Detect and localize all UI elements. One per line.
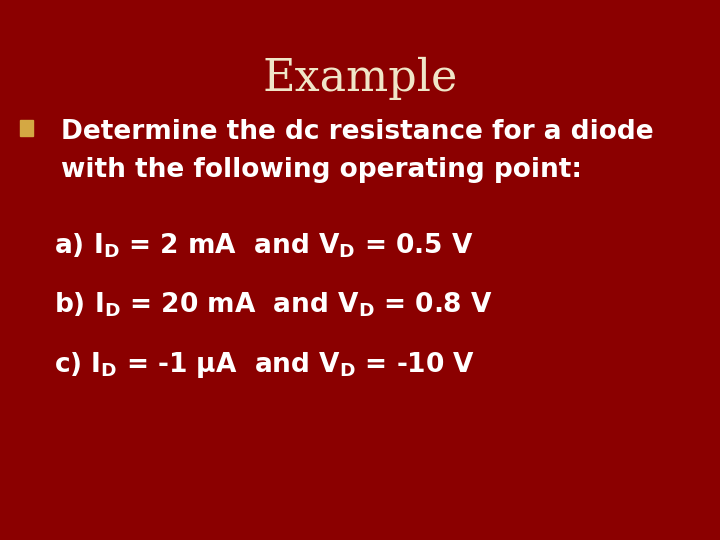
Text: Determine the dc resistance for a diode: Determine the dc resistance for a diode <box>61 119 654 145</box>
Text: b) $\mathregular{I_D}$ = 20 mA  and $\mathregular{V_D}$ = 0.8 V: b) $\mathregular{I_D}$ = 20 mA and $\mat… <box>54 291 492 319</box>
Bar <box>20 120 33 136</box>
Text: Example: Example <box>262 57 458 100</box>
Text: with the following operating point:: with the following operating point: <box>61 157 582 183</box>
Text: a) $\mathregular{I_D}$ = 2 mA  and $\mathregular{V_D}$ = 0.5 V: a) $\mathregular{I_D}$ = 2 mA and $\math… <box>54 232 474 260</box>
Text: c) $\mathregular{I_D}$ = -1 $\mathregular{\mu}$A  and $\mathregular{V_D}$ = -10 : c) $\mathregular{I_D}$ = -1 $\mathregula… <box>54 349 475 380</box>
